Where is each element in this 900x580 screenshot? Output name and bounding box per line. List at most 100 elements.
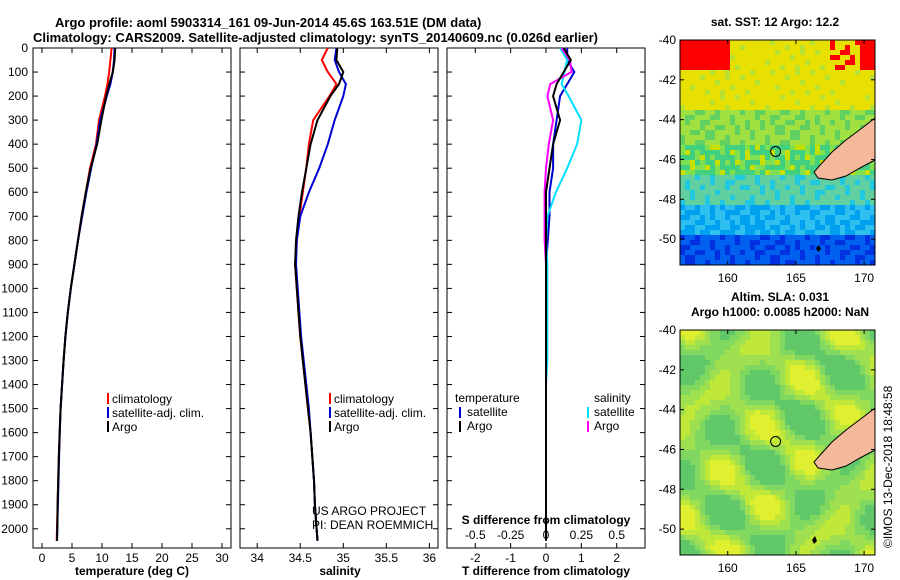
sla-map-title-line1: Altim. SLA: 0.031 [731,290,829,304]
depth-tick-label: 0 [21,41,28,55]
temperature-ticks: 0 5 10 15 20 25 30 [33,47,231,565]
depth-tick-label: 1900 [1,498,28,512]
salinity-lines [294,48,347,541]
series-line-temperature-argo [545,48,572,541]
x-tick-label: 34.5 [289,551,313,565]
depth-tick-label: 1700 [1,450,28,464]
difference-lines [543,48,583,541]
sst-map-ticks: -40 -42 -44 -46 -48 -50 160 165 170 [659,33,875,285]
x-tick-label: 0 [39,551,46,565]
depth-tick-label: 900 [8,257,28,271]
sst-island [816,245,821,252]
legend-salinity-argo: Argo [594,419,620,433]
credit-line2: PI: DEAN ROEMMICH [312,518,433,532]
depth-tick-label: 1200 [1,329,28,343]
top-tick-label: 0 [543,528,550,542]
difference-ticks: -2 -1 0 1 2 [447,47,645,565]
sst-map-title: sat. SST: 12 Argo: 12.2 [711,15,840,29]
difference-xlabel: T difference from climatology [462,564,630,578]
x-tick-label: 36 [423,551,437,565]
top-tick-label: 0.5 [608,528,625,542]
x-tick-label: 2 [613,551,620,565]
sst-map-frame [679,39,876,266]
map-lon-tick-label: 160 [718,271,738,285]
temperature-panel: 0 5 10 15 20 25 30 climatology satellite-adj. … [32,47,232,578]
sla-map-panel: Altim. SLA: 0.031 Argo h1000: 0.0085 h20… [659,290,876,575]
sst-heatmap-cells [680,40,875,265]
series-line-argo [294,48,345,541]
map-lat-tick-label: -44 [659,113,677,127]
depth-tick-label: 200 [8,89,28,103]
map-lat-tick-label: -50 [659,232,677,246]
title-line1: Argo profile: aoml 5903314_161 09-Jun-20… [55,15,481,30]
depth-tick-label: 700 [8,209,28,223]
x-tick-label: 0 [543,551,550,565]
legend-temperature-argo: Argo [467,419,493,433]
depth-tick-label: 1400 [1,378,28,392]
depth-tick-label: 100 [8,65,28,79]
sla-map-title-line2: Argo h1000: 0.0085 h2000: NaN [691,305,869,319]
sla-map-ticks: -40 -42 -44 -46 -48 -50 160 165 170 [659,323,875,575]
top-tick-label: 0.25 [570,528,594,542]
difference-panel: -2 -1 0 1 2 temperature satellite Argo salin… [446,47,646,578]
difference-xlabel-top: S difference from climatology [462,513,631,527]
legend-temperature-satellite: satellite [467,405,508,419]
temperature-xlabel: temperature (deg C) [75,564,189,578]
depth-axis-labels: 0 100 200 300 400 500 600 700 800 900 1000 1100 1200… [1,41,28,536]
sst-map-panel: sat. SST: 12 Argo: 12.2 -40-42-44-46-48-… [659,15,876,285]
top-tick-label: -0.25 [497,528,525,542]
map-lat-tick-label: -48 [659,482,677,496]
sla-argo-position-marker [770,436,782,447]
salinity-ticks: 34 34.5 35 35.5 36 [240,47,438,565]
x-tick-label: 34 [251,551,265,565]
salinity-legend: climatology satellite-adj. clim. Argo [329,392,426,434]
x-tick-label: 25 [185,551,199,565]
salinity-plot-frame [239,47,439,549]
temperature-legend: climatology satellite-adj. clim. Argo [107,392,204,434]
x-tick-label: 5 [69,551,76,565]
temperature-legend-climatology: climatology [112,392,172,406]
map-lon-tick-label: 165 [786,561,806,575]
depth-tick-label: 2000 [1,522,28,536]
depth-tick-label: 1800 [1,474,28,488]
depth-tick-label: 600 [8,185,28,199]
salinity-legend-argo: Argo [334,420,360,434]
salinity-panel: 34 34.5 35 35.5 36 climatology satellite-adj… [239,47,439,578]
x-tick-label: -2 [470,551,481,565]
sla-land-mass [813,407,875,471]
temperature-plot-frame [32,47,232,549]
depth-tick-label: 500 [8,161,28,175]
temperature-legend-argo: Argo [112,420,138,434]
map-lat-tick-label: -50 [659,522,677,536]
title-line2: Climatology: CARS2009. Satellite-adjuste… [33,30,598,45]
map-lon-tick-label: 170 [854,561,874,575]
top-tick-label: -0.5 [465,528,486,542]
map-lat-tick-label: -42 [659,73,677,87]
depth-tick-label: 400 [8,137,28,151]
salinity-xlabel: salinity [319,564,361,578]
timestamp: ©IMOS 13-Dec-2018 18:48:58 [881,385,895,548]
difference-top-ticks: -0.5 -0.25 0 0.25 0.5 [465,528,625,542]
x-tick-label: 20 [155,551,169,565]
x-tick-label: 35 [337,551,351,565]
sla-heatmap-cells [680,330,875,555]
map-lat-tick-label: -42 [659,363,677,377]
difference-legend: temperature satellite Argo salinity sate… [455,391,635,433]
sla-map-frame [679,329,876,556]
map-lat-tick-label: -46 [659,442,677,456]
credit-line1: US ARGO PROJECT [312,504,427,518]
salinity-legend-satellite: satellite-adj. clim. [334,406,426,420]
series-line-argo [56,48,117,541]
map-lon-tick-label: 160 [718,561,738,575]
depth-tick-label: 1100 [2,305,28,319]
map-lon-tick-label: 165 [786,271,806,285]
sst-land-mass [813,117,875,181]
map-lon-tick-label: 170 [854,271,874,285]
x-tick-label: 30 [215,551,229,565]
map-lat-tick-label: -44 [659,403,677,417]
sst-argo-position-marker [770,146,782,157]
temperature-legend-satellite: satellite-adj. clim. [112,406,204,420]
x-tick-label: 15 [125,551,139,565]
legend-salinity-satellite: satellite [594,405,635,419]
temperature-lines [55,48,117,541]
